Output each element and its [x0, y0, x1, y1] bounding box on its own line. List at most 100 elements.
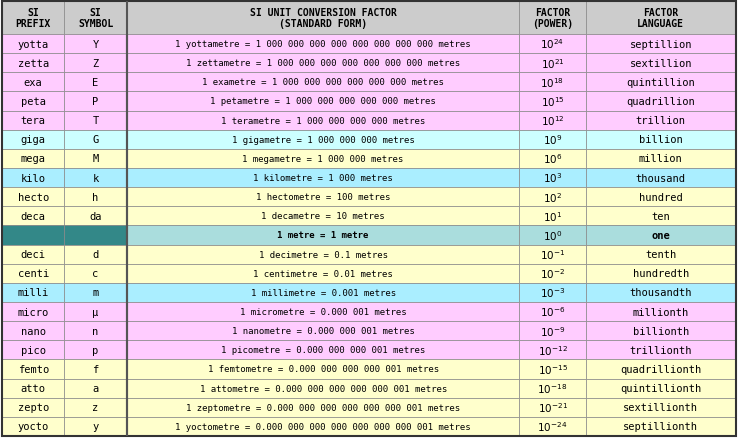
Text: thousand: thousand: [635, 173, 686, 183]
Text: 1 yottametre = 1 000 000 000 000 000 000 000 000 metres: 1 yottametre = 1 000 000 000 000 000 000…: [176, 40, 471, 49]
Bar: [585, 111, 736, 131]
Bar: [585, 245, 736, 264]
Text: nano: nano: [21, 326, 46, 336]
Text: $10^{-3}$: $10^{-3}$: [539, 286, 565, 300]
Bar: [585, 283, 736, 302]
Text: 1 terametre = 1 000 000 000 000 metres: 1 terametre = 1 000 000 000 000 metres: [221, 117, 425, 125]
Text: μ: μ: [92, 307, 99, 317]
Bar: [520, 111, 585, 131]
Text: d: d: [92, 250, 99, 260]
Text: quadrillionth: quadrillionth: [620, 364, 701, 374]
Text: da: da: [89, 212, 102, 221]
Bar: [2, 340, 64, 360]
Text: SI
PREFIX: SI PREFIX: [15, 8, 51, 29]
Bar: [2, 264, 64, 283]
Text: 1 zettametre = 1 000 000 000 000 000 000 000 metres: 1 zettametre = 1 000 000 000 000 000 000…: [186, 59, 461, 68]
Bar: [64, 35, 127, 54]
Bar: [520, 73, 585, 92]
Bar: [2, 379, 64, 398]
Bar: [127, 226, 520, 245]
Text: $10^{-15}$: $10^{-15}$: [537, 362, 568, 376]
Bar: [2, 149, 64, 169]
Bar: [2, 207, 64, 226]
Text: $10^{21}$: $10^{21}$: [540, 57, 565, 71]
Text: p: p: [92, 345, 99, 355]
Bar: [64, 207, 127, 226]
Text: FACTOR
(POWER): FACTOR (POWER): [532, 8, 573, 29]
Bar: [2, 54, 64, 73]
Bar: [520, 379, 585, 398]
Text: billion: billion: [639, 135, 683, 145]
Bar: [2, 92, 64, 111]
Text: 1 decimetre = 0.1 metres: 1 decimetre = 0.1 metres: [258, 250, 387, 259]
Bar: [127, 417, 520, 436]
Text: $10^{-18}$: $10^{-18}$: [537, 381, 568, 395]
Bar: [64, 283, 127, 302]
Bar: [64, 169, 127, 188]
Text: n: n: [92, 326, 99, 336]
Bar: [127, 131, 520, 149]
Bar: [2, 35, 64, 54]
Text: sextillion: sextillion: [630, 59, 692, 69]
Text: 1 hectometre = 100 metres: 1 hectometre = 100 metres: [256, 193, 390, 202]
Bar: [64, 73, 127, 92]
Text: $10^{15}$: $10^{15}$: [540, 95, 565, 109]
Text: thousandth: thousandth: [630, 288, 692, 298]
Bar: [64, 226, 127, 245]
Bar: [2, 283, 64, 302]
Bar: [2, 111, 64, 131]
Text: tera: tera: [21, 116, 46, 126]
Text: Z: Z: [92, 59, 99, 69]
Bar: [520, 2, 585, 35]
Text: 1 attometre = 0.000 000 000 000 000 001 metres: 1 attometre = 0.000 000 000 000 000 001 …: [199, 384, 446, 393]
Bar: [520, 149, 585, 169]
Bar: [64, 302, 127, 321]
Text: 1 yoctometre = 0.000 000 000 000 000 000 000 001 metres: 1 yoctometre = 0.000 000 000 000 000 000…: [176, 422, 471, 431]
Bar: [585, 169, 736, 188]
Bar: [520, 283, 585, 302]
Text: septillion: septillion: [630, 39, 692, 49]
Text: yocto: yocto: [18, 421, 49, 431]
Text: 1 exametre = 1 000 000 000 000 000 000 metres: 1 exametre = 1 000 000 000 000 000 000 m…: [202, 78, 444, 87]
Text: z: z: [92, 403, 99, 412]
Bar: [64, 417, 127, 436]
Bar: [520, 245, 585, 264]
Text: P: P: [92, 97, 99, 107]
Bar: [520, 302, 585, 321]
Bar: [127, 207, 520, 226]
Bar: [520, 169, 585, 188]
Bar: [585, 321, 736, 340]
Text: femto: femto: [18, 364, 49, 374]
Bar: [64, 188, 127, 207]
Text: a: a: [92, 383, 99, 393]
Bar: [2, 302, 64, 321]
Text: 1 centimetre = 0.01 metres: 1 centimetre = 0.01 metres: [253, 269, 393, 278]
Text: giga: giga: [21, 135, 46, 145]
Text: $10^{-24}$: $10^{-24}$: [537, 420, 568, 433]
Text: 1 metre = 1 metre: 1 metre = 1 metre: [277, 231, 369, 240]
Bar: [2, 245, 64, 264]
Bar: [585, 264, 736, 283]
Text: centi: centi: [18, 268, 49, 279]
Text: $10^{3}$: $10^{3}$: [543, 171, 562, 185]
Text: millionth: millionth: [632, 307, 689, 317]
Bar: [585, 226, 736, 245]
Bar: [585, 2, 736, 35]
Bar: [64, 111, 127, 131]
Bar: [585, 54, 736, 73]
Text: 1 gigametre = 1 000 000 000 metres: 1 gigametre = 1 000 000 000 metres: [232, 135, 415, 145]
Text: 1 nanometre = 0.000 000 001 metres: 1 nanometre = 0.000 000 001 metres: [232, 326, 415, 336]
Text: kilo: kilo: [21, 173, 46, 183]
Text: $10^{2}$: $10^{2}$: [543, 191, 562, 204]
Bar: [64, 54, 127, 73]
Text: G: G: [92, 135, 99, 145]
Bar: [127, 283, 520, 302]
Bar: [64, 2, 127, 35]
Bar: [64, 245, 127, 264]
Bar: [127, 169, 520, 188]
Bar: [127, 73, 520, 92]
Bar: [127, 398, 520, 417]
Bar: [2, 360, 64, 379]
Bar: [64, 379, 127, 398]
Text: $10^{-9}$: $10^{-9}$: [539, 324, 565, 338]
